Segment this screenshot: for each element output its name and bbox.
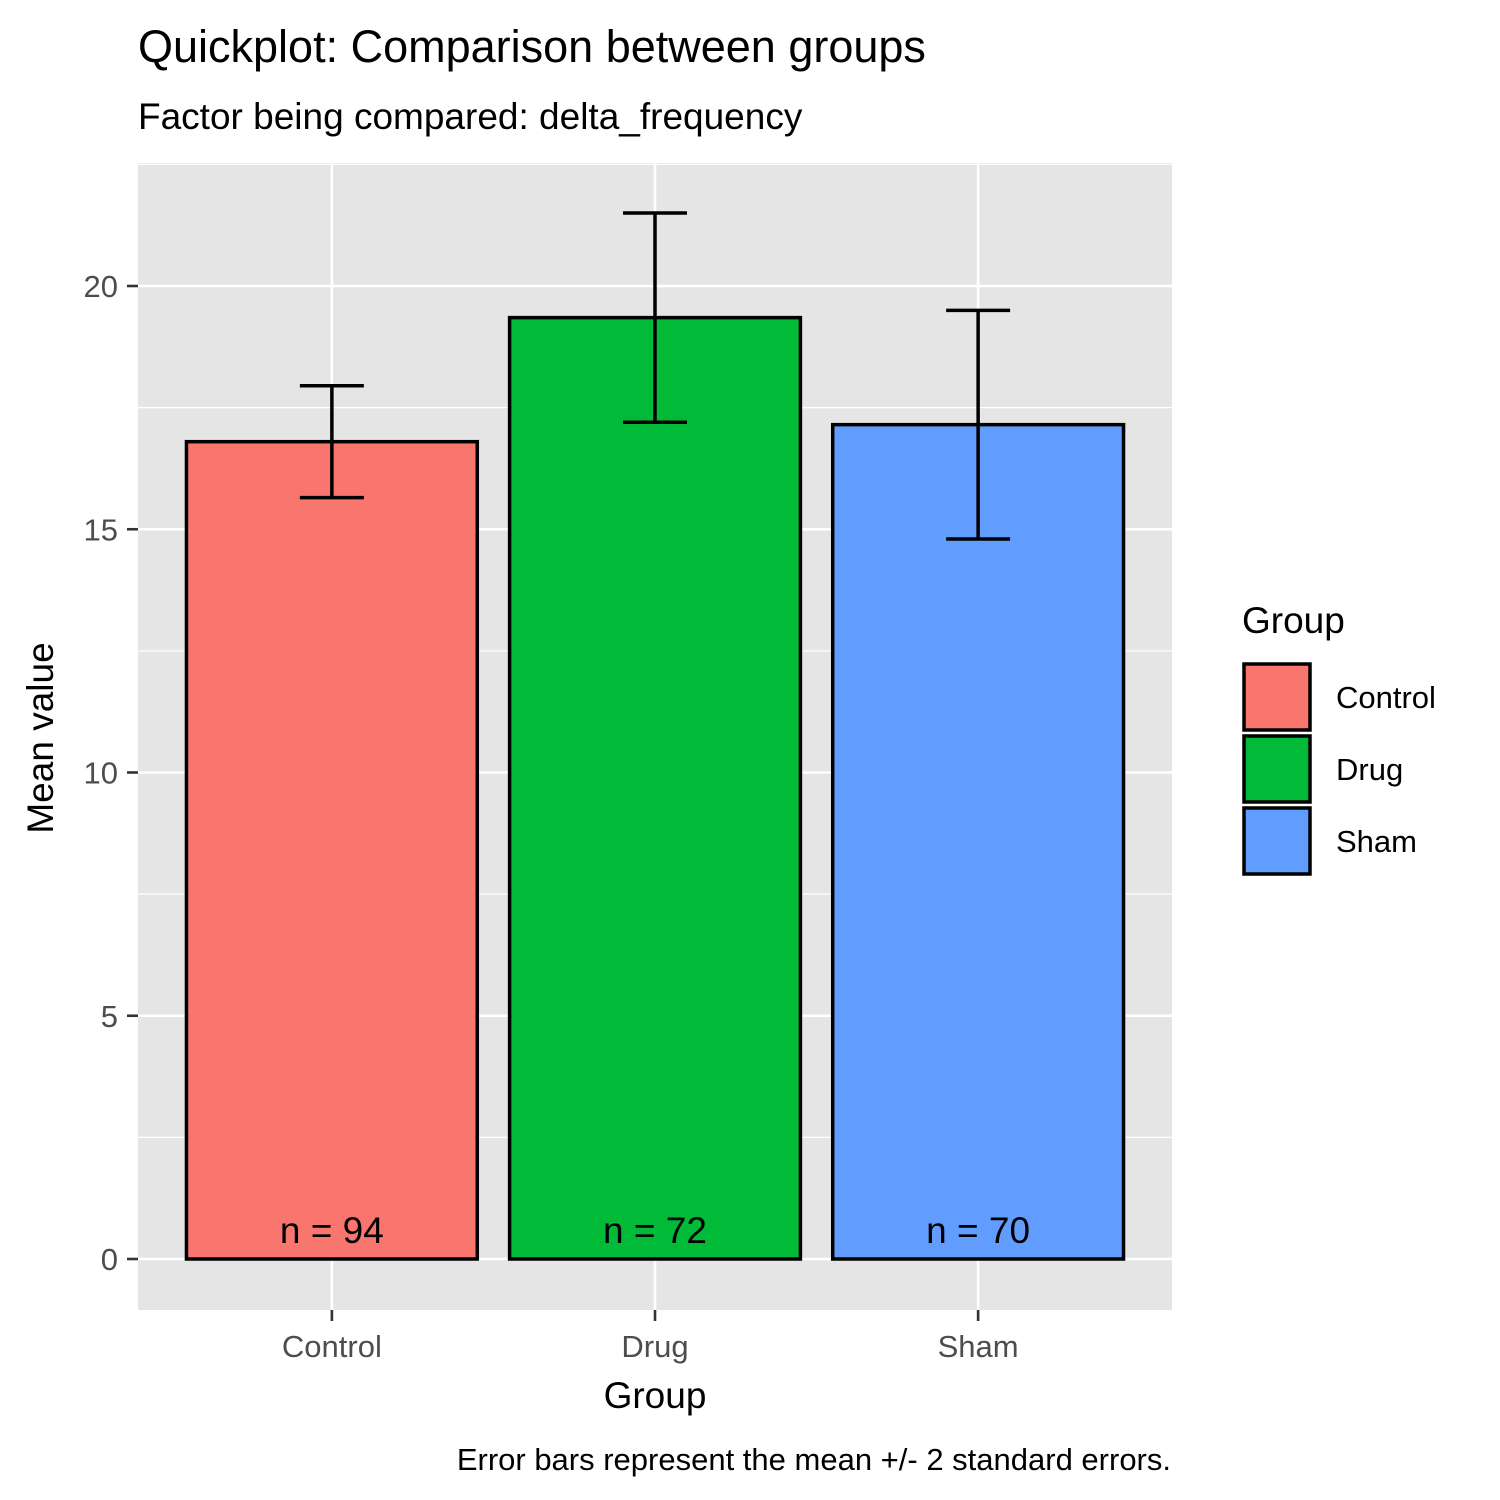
chart-caption: Error bars represent the mean +/- 2 stan…: [457, 1442, 1171, 1477]
chart-subtitle: Factor being compared: delta_frequency: [138, 96, 803, 137]
legend-swatch: [1242, 662, 1312, 732]
legend-item-drug: Drug: [1242, 734, 1403, 804]
y-tick-label: 5: [101, 999, 118, 1034]
x-tick-label: Control: [282, 1329, 382, 1364]
legend-swatch: [1242, 734, 1312, 804]
x-tick-label: Sham: [938, 1329, 1019, 1364]
bar-drug: [507, 315, 803, 1261]
x-axis-title: Group: [604, 1375, 707, 1416]
y-axis-title: Mean value: [20, 642, 61, 833]
legend-item-control: Control: [1242, 662, 1436, 732]
bars: [184, 315, 1126, 1261]
error-bars: [299, 211, 1011, 541]
n-label-sham: n = 70: [926, 1210, 1030, 1251]
bar-sham: [830, 422, 1126, 1261]
legend-label: Drug: [1336, 752, 1403, 787]
y-tick-label: 20: [84, 269, 118, 304]
y-tick-label: 0: [101, 1242, 118, 1277]
error-bar-sham: [946, 308, 1011, 541]
y-tick-label: 10: [84, 756, 118, 791]
legend: Group Control Drug Sham: [1242, 600, 1436, 876]
legend-label: Sham: [1336, 824, 1417, 859]
error-bar-control: [299, 383, 364, 500]
error-bar-drug: [623, 211, 687, 424]
x-tick-label: Drug: [621, 1329, 688, 1364]
legend-item-sham: Sham: [1242, 806, 1417, 876]
n-labels: n = 94 n = 72 n = 70: [280, 1210, 1030, 1251]
bar-control: [184, 439, 480, 1261]
y-axis: 0 5 10 15 20: [84, 269, 138, 1277]
legend-label: Control: [1336, 680, 1436, 715]
legend-title: Group: [1242, 600, 1345, 641]
n-label-control: n = 94: [280, 1210, 384, 1251]
legend-swatch: [1242, 806, 1312, 876]
y-tick-label: 15: [84, 512, 118, 547]
chart-title: Quickplot: Comparison between groups: [138, 21, 926, 72]
n-label-drug: n = 72: [603, 1210, 707, 1251]
x-axis: Control Drug Sham: [282, 1310, 1019, 1364]
